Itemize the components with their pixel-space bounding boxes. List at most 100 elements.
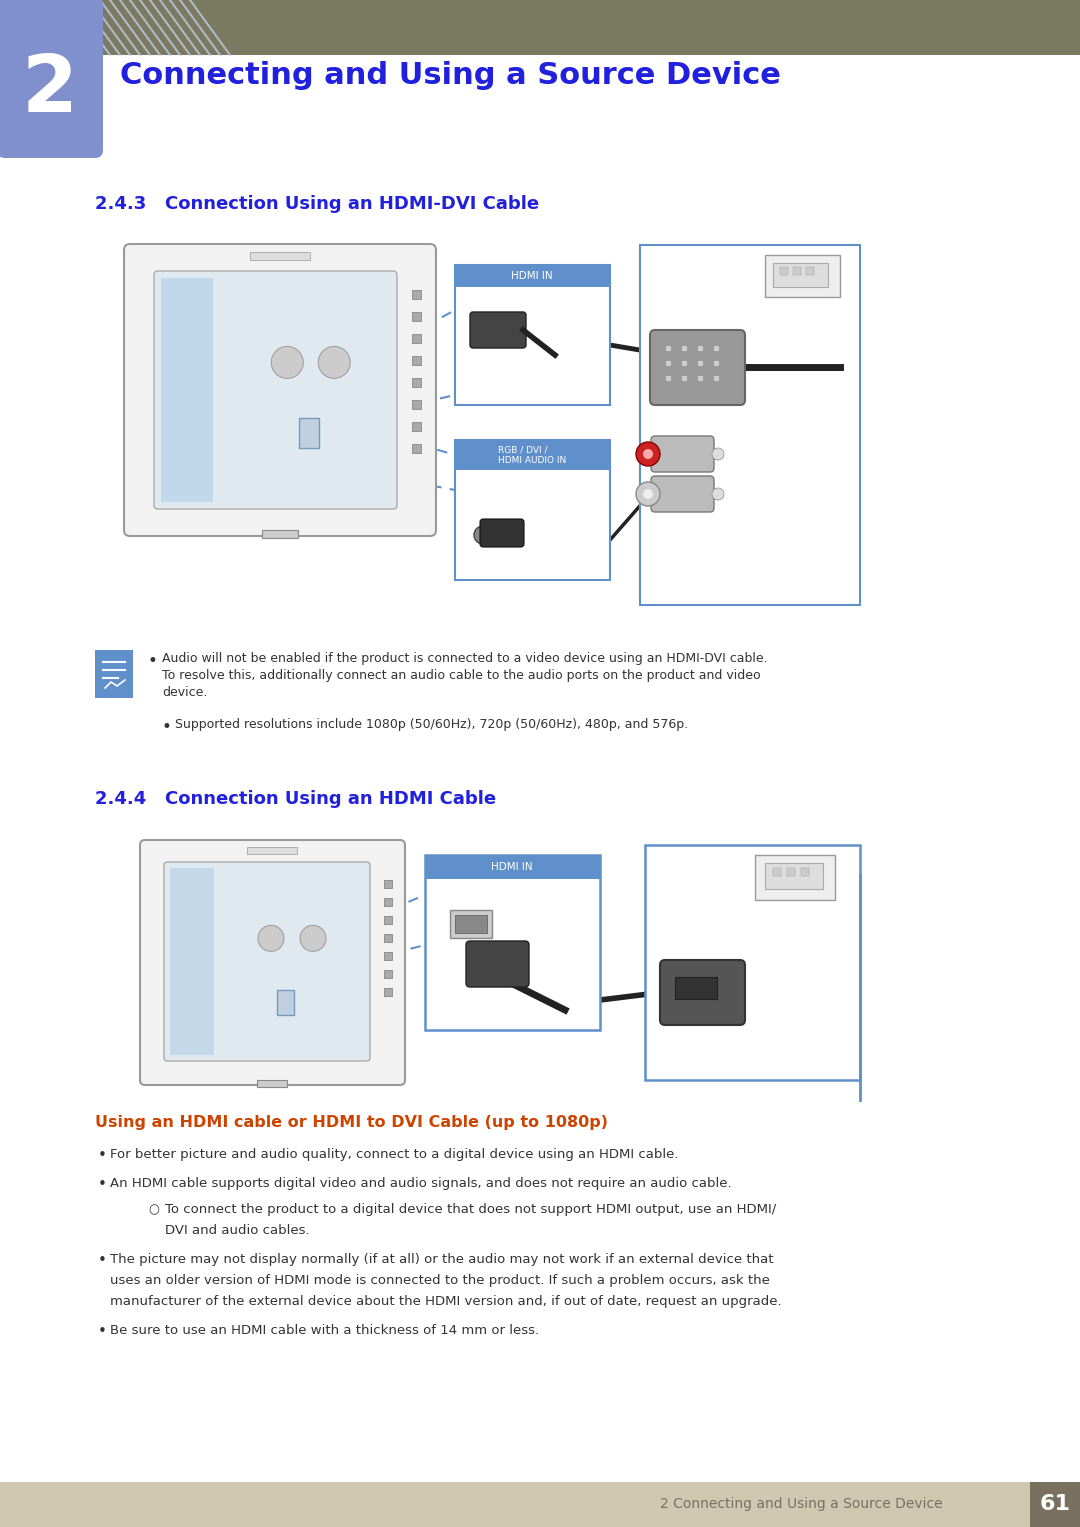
Text: The picture may not display normally (if at all) or the audio may not work if an: The picture may not display normally (if… bbox=[110, 1254, 773, 1266]
Circle shape bbox=[319, 347, 350, 379]
Bar bbox=[697, 345, 703, 351]
Bar bbox=[95, 651, 133, 698]
Bar bbox=[665, 360, 671, 366]
FancyBboxPatch shape bbox=[480, 519, 524, 547]
Bar bbox=[384, 880, 392, 889]
FancyBboxPatch shape bbox=[124, 244, 436, 536]
Circle shape bbox=[712, 489, 724, 499]
Bar bbox=[0, 1483, 1080, 1527]
Text: Supported resolutions include 1080p (50/60Hz), 720p (50/60Hz), 480p, and 576p.: Supported resolutions include 1080p (50/… bbox=[175, 718, 688, 731]
FancyBboxPatch shape bbox=[651, 476, 714, 512]
Text: To connect the product to a digital device that does not support HDMI output, us: To connect the product to a digital devi… bbox=[165, 1203, 777, 1215]
Bar bbox=[713, 345, 719, 351]
Bar bbox=[411, 290, 421, 299]
Bar bbox=[681, 345, 687, 351]
Bar bbox=[697, 376, 703, 382]
Bar bbox=[681, 360, 687, 366]
Bar bbox=[411, 379, 421, 386]
Text: To resolve this, additionally connect an audio cable to the audio ports on the p: To resolve this, additionally connect an… bbox=[162, 669, 760, 683]
FancyBboxPatch shape bbox=[164, 863, 370, 1061]
Bar bbox=[780, 267, 788, 275]
Bar bbox=[755, 855, 835, 899]
Bar bbox=[411, 444, 421, 454]
Text: 2.4.4   Connection Using an HDMI Cable: 2.4.4 Connection Using an HDMI Cable bbox=[95, 789, 496, 808]
Text: An HDMI cable supports digital video and audio signals, and does not require an : An HDMI cable supports digital video and… bbox=[110, 1177, 731, 1190]
FancyBboxPatch shape bbox=[140, 840, 405, 1086]
Text: 2.4.3   Connection Using an HDMI-DVI Cable: 2.4.3 Connection Using an HDMI-DVI Cable bbox=[95, 195, 539, 212]
Bar bbox=[801, 867, 809, 876]
Text: Audio will not be enabled if the product is connected to a video device using an: Audio will not be enabled if the product… bbox=[162, 652, 768, 664]
Circle shape bbox=[643, 449, 653, 460]
Text: DVI and audio cables.: DVI and audio cables. bbox=[165, 1225, 310, 1237]
Text: 61: 61 bbox=[1039, 1493, 1070, 1513]
Circle shape bbox=[643, 489, 653, 499]
Bar bbox=[455, 266, 610, 405]
Bar bbox=[640, 244, 860, 605]
Bar bbox=[257, 1080, 287, 1087]
Bar bbox=[713, 360, 719, 366]
FancyBboxPatch shape bbox=[470, 312, 526, 348]
Bar bbox=[411, 421, 421, 431]
Text: ○: ○ bbox=[148, 1203, 159, 1215]
Text: •: • bbox=[98, 1148, 107, 1164]
Bar bbox=[455, 266, 610, 287]
Bar bbox=[161, 278, 213, 502]
Bar bbox=[426, 855, 600, 880]
Polygon shape bbox=[95, 698, 133, 709]
Text: •: • bbox=[98, 1177, 107, 1193]
Bar bbox=[411, 334, 421, 344]
Bar bbox=[450, 910, 492, 938]
Text: 2 Connecting and Using a Source Device: 2 Connecting and Using a Source Device bbox=[660, 1496, 943, 1512]
Bar bbox=[411, 312, 421, 321]
Bar bbox=[681, 376, 687, 382]
Bar bbox=[249, 252, 310, 260]
Bar bbox=[645, 844, 860, 1080]
Bar bbox=[262, 530, 298, 538]
Text: •: • bbox=[162, 718, 172, 736]
Circle shape bbox=[636, 483, 660, 505]
Bar bbox=[675, 977, 717, 999]
Bar bbox=[713, 376, 719, 382]
Text: RGB / DVI /
HDMI AUDIO IN: RGB / DVI / HDMI AUDIO IN bbox=[498, 446, 566, 464]
FancyBboxPatch shape bbox=[660, 960, 745, 1025]
FancyBboxPatch shape bbox=[0, 0, 103, 157]
Bar bbox=[0, 0, 1080, 55]
Bar bbox=[806, 267, 814, 275]
Bar bbox=[411, 356, 421, 365]
Circle shape bbox=[300, 925, 326, 951]
Circle shape bbox=[474, 525, 492, 544]
Bar bbox=[384, 898, 392, 906]
Bar bbox=[384, 951, 392, 960]
Text: manufacturer of the external device about the HDMI version and, if out of date, : manufacturer of the external device abou… bbox=[110, 1295, 782, 1309]
Circle shape bbox=[712, 447, 724, 460]
Text: For better picture and audio quality, connect to a digital device using an HDMI : For better picture and audio quality, co… bbox=[110, 1148, 678, 1161]
Bar bbox=[665, 376, 671, 382]
Text: Be sure to use an HDMI cable with a thickness of 14 mm or less.: Be sure to use an HDMI cable with a thic… bbox=[110, 1324, 539, 1338]
Text: •: • bbox=[148, 652, 158, 670]
FancyBboxPatch shape bbox=[465, 941, 529, 986]
FancyBboxPatch shape bbox=[154, 270, 397, 508]
Text: 2: 2 bbox=[22, 50, 78, 128]
Bar bbox=[426, 855, 600, 1031]
Bar bbox=[773, 263, 828, 287]
Circle shape bbox=[271, 347, 303, 379]
Bar bbox=[384, 916, 392, 924]
Bar bbox=[787, 867, 795, 876]
Bar bbox=[299, 417, 319, 447]
Bar bbox=[697, 360, 703, 366]
Bar bbox=[793, 267, 801, 275]
Bar bbox=[765, 863, 823, 889]
Bar bbox=[384, 970, 392, 977]
Bar bbox=[773, 867, 781, 876]
Text: device.: device. bbox=[162, 686, 207, 699]
Circle shape bbox=[636, 441, 660, 466]
Text: •: • bbox=[98, 1324, 107, 1339]
Text: uses an older version of HDMI mode is connected to the product. If such a proble: uses an older version of HDMI mode is co… bbox=[110, 1274, 770, 1287]
Bar bbox=[455, 915, 487, 933]
Circle shape bbox=[258, 925, 284, 951]
Bar bbox=[411, 400, 421, 409]
Text: HDMI IN: HDMI IN bbox=[511, 270, 553, 281]
Bar bbox=[384, 935, 392, 942]
Bar bbox=[0, 0, 100, 156]
FancyBboxPatch shape bbox=[650, 330, 745, 405]
